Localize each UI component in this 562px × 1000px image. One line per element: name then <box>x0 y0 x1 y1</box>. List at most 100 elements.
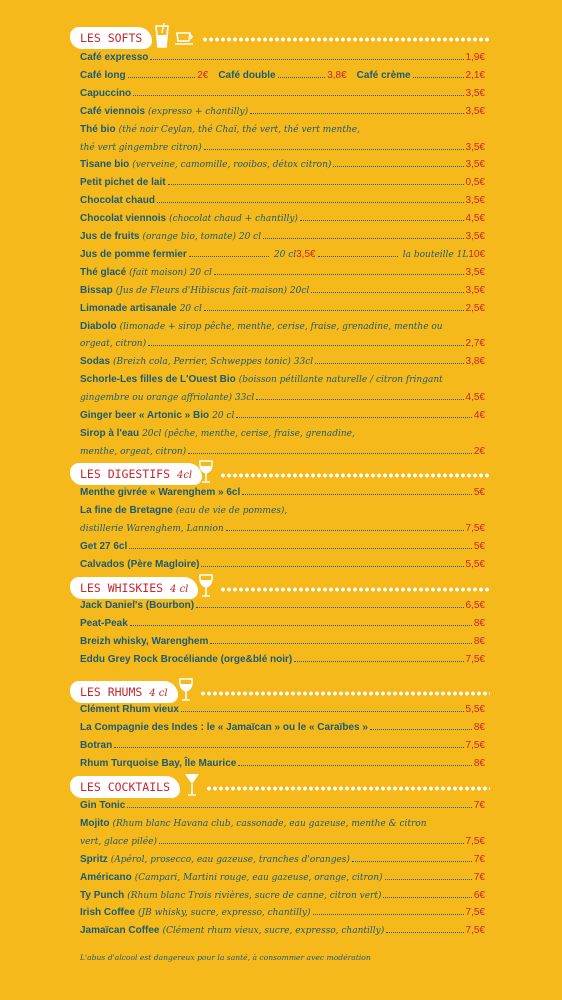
item-price: 5,5€ <box>465 704 485 715</box>
dot-leader <box>256 399 464 401</box>
menu-item: Botran 7,5€ <box>80 737 485 755</box>
item-price: 8€ <box>473 721 485 733</box>
menu-item: Ty Punch (Rhum blanc Trois rivières, sucr… <box>80 887 485 905</box>
cocktail-glass-icon <box>185 774 199 796</box>
dot-leader <box>294 660 464 662</box>
item-name: Tisane bio <box>80 159 130 171</box>
menu-item: Américano (Campari, Martini rouge, eau ga… <box>80 869 485 887</box>
item-name: Bissap <box>80 284 113 296</box>
section-title: LES SOFTS <box>70 27 153 49</box>
item-description: distillerie Warenghem, Lannion <box>80 523 224 534</box>
item-description: (expresso + chantilly) <box>148 106 249 117</box>
item-description: vert, glace pilée) <box>80 836 157 847</box>
item-name: Eddu Grey Rock Brocéliande (orge&blé noi… <box>80 653 293 665</box>
item-name: Café long <box>80 69 126 81</box>
menu-item: Mojito (Rhum blanc Havana club, cassonade… <box>80 815 485 833</box>
item-price: 7€ <box>473 800 485 811</box>
menu-item: Ginger beer « Artonic » Bio 20 cl 4€ <box>80 407 485 425</box>
item-name: Schorle-Les filles de L'Ouest Bio <box>80 374 236 386</box>
item-price: 5,5€ <box>465 558 485 570</box>
menu-item: Diabolo (limonade + sirop pêche, menthe, … <box>80 318 485 336</box>
menu-item: Sirop à l'eau 20cl (pêche, menthe, cerise… <box>80 425 485 443</box>
item-description: (Breizh cola, Perrier, Schweppes tonic) … <box>113 357 314 368</box>
dot-leader <box>210 642 472 644</box>
item-price: 3,5€ <box>465 141 485 153</box>
item-name: Jus de pomme fermier <box>80 248 187 260</box>
item-name: Café viennois <box>80 105 146 117</box>
item-name: Spritz <box>80 853 108 865</box>
item-price: 7€ <box>473 871 485 883</box>
item-price: 4,5€ <box>465 213 485 225</box>
dotted-divider <box>200 691 490 696</box>
section-header-whiskies: LES WHISKIES 4 cl <box>70 574 490 599</box>
menu-item: Menthe givrée « Warenghem » 6cl 5€ <box>80 484 485 502</box>
dot-leader <box>242 494 472 495</box>
dot-leader <box>201 565 464 567</box>
menu-item: Clément Rhum vieux 5,5€ <box>80 701 485 719</box>
item-price: 2€ <box>473 445 485 457</box>
item-name: Jus de fruits <box>80 231 140 242</box>
menu-item: Capuccino 3,5€ <box>80 85 485 103</box>
item-name: Diabolo <box>80 320 117 332</box>
dotted-divider <box>220 587 490 592</box>
dot-leader <box>114 746 464 748</box>
item-description: (JB whisky, sucre, expresso, chantilly) <box>138 908 311 919</box>
section-title: LES DIGESTIFS 4cl <box>70 463 203 485</box>
menu-item-part: Café long 2€ <box>80 67 208 85</box>
item-price: 8€ <box>473 757 485 769</box>
item-name: Ginger beer « Artonic » Bio <box>80 410 210 421</box>
menu-item-part: Café double 3,8€ <box>218 67 346 85</box>
dot-leader <box>213 273 464 275</box>
coffee-cup-icon <box>175 32 193 45</box>
item-description: (thé noir Ceylan, thé Chaï, thé vert, th… <box>118 124 360 135</box>
dot-leader <box>133 94 464 96</box>
item-price: 3,5€ <box>465 87 485 99</box>
item-description: (Apérol, prosecco, eau gazeuse, tranches… <box>110 854 350 865</box>
item-name: Menthe givrée « Warenghem » 6cl <box>80 487 241 498</box>
item-price: 3,5€ <box>465 231 485 242</box>
dotted-divider <box>202 37 490 42</box>
item-name: Breizh whisky, Warenghem <box>80 635 209 647</box>
dot-leader <box>188 255 269 257</box>
item-description: orgeat, citron) <box>80 339 147 350</box>
menu-item: Gin Tonic 7€ <box>80 797 485 815</box>
menu-item: Breizh whisky, Warenghem 8€ <box>80 633 485 651</box>
item-name: Américano <box>80 871 132 883</box>
item-name: Rhum Turquoise Bay, Île Maurice <box>80 757 237 769</box>
item-name: Get 27 6cl <box>80 540 128 552</box>
menu-item: Bissap (Jus de Fleurs d'Hibiscus fait-mai… <box>80 282 485 300</box>
item-name: Jamaïcan Coffee <box>80 925 160 937</box>
item-description: (limonade + sirop pêche, menthe, cerise,… <box>119 321 443 332</box>
menu-item: Thé glacé (fait maison) 20 cl 3,5€ <box>80 264 485 282</box>
item-price: 3,5€ <box>465 195 485 207</box>
menu-item: Jus de fruits (orange bio, tomate) 20 cl 3… <box>80 228 485 246</box>
menu-item: Café long 2€ Café double 3,8€ Café crème 2,1€ <box>80 67 485 85</box>
dot-leader <box>127 76 196 78</box>
item-price: 3,8€ <box>327 69 347 81</box>
wine-glass-icon <box>179 678 193 701</box>
dot-leader <box>250 112 464 114</box>
menu-item: thé vert gingembre citron) 3,5€ <box>80 139 485 157</box>
item-name: Café crème <box>356 69 411 81</box>
dot-leader <box>225 529 464 531</box>
item-name: La Compagnie des Indes : le « Jamaïcan »… <box>80 721 368 733</box>
item-price: 8€ <box>473 617 485 629</box>
item-description: (Rhum blanc Havana club, cassonade, eau … <box>112 818 427 829</box>
menu-item: Irish Coffee (JB whisky, sucre, expresso,… <box>80 904 485 922</box>
item-price: 1,9€ <box>465 52 485 63</box>
item-description: (Jus de Fleurs d'Hibiscus fait-maison) 2… <box>115 285 310 296</box>
item-description: (boisson pétillante naturelle / citron f… <box>238 375 443 386</box>
item-description: (Campari, Martini rouge, eau gazeuse, or… <box>134 872 383 883</box>
menu-item: La fine de Bretagne (eau de vie de pommes… <box>80 502 485 520</box>
item-size: 20 cl <box>273 249 297 260</box>
dot-leader <box>263 238 464 239</box>
item-price: 7,5€ <box>465 835 485 847</box>
dot-leader <box>369 728 472 730</box>
menu-item: Tisane bio (verveine, camomille, rooibos,… <box>80 156 485 174</box>
dot-leader <box>277 76 326 78</box>
item-price: 7€ <box>473 853 485 865</box>
dot-leader <box>383 896 472 898</box>
menu-item: Café viennois (expresso + chantilly) 3,5€ <box>80 103 485 121</box>
item-price: 7,5€ <box>465 739 485 751</box>
item-description: 20cl (pêche, menthe, cerise, fraise, gre… <box>142 428 355 439</box>
